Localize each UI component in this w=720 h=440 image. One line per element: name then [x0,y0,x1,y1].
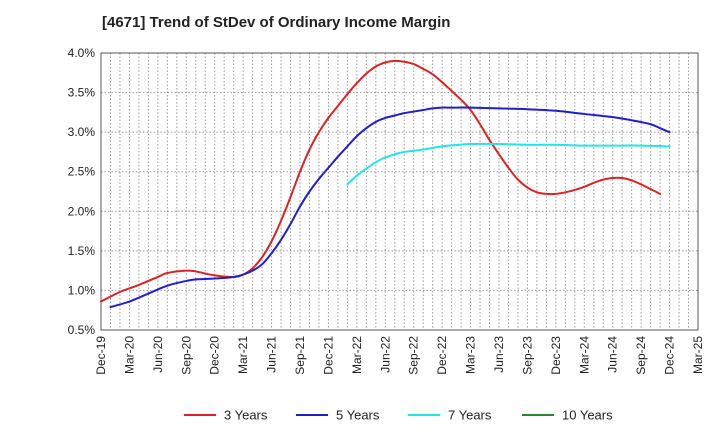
x-tick-label: Sep-23 [520,336,534,375]
x-tick-label: Mar-23 [464,336,478,374]
chart-legend: 3 Years 5 Years 7 Years 10 Years [184,408,613,423]
series-line-3-years [100,59,662,303]
series-line-7-years [346,142,671,186]
x-tick-label: Mar-24 [577,336,591,374]
plot-frame [100,52,699,331]
x-tick-label: Jun-23 [492,336,506,373]
x-axis-ticks: Dec-19 Mar-20 Jun-20 Sep-20 Dec-20 Mar-21 Jun-… [94,336,705,375]
y-axis-ticks: 0.5% 1.0% 1.5% 2.0% 2.5% 3.0% 3.5% 4.0% [68,46,96,337]
y-tick-label: 4.0% [68,46,96,60]
legend-label: 7 Years [448,408,492,423]
x-tick-label: Dec-23 [549,336,563,375]
x-tick-label: Dec-20 [208,336,222,375]
y-tick-label: 3.5% [68,86,96,100]
x-tick-label: Jun-24 [606,336,620,373]
chart-title: [4671] Trend of StDev of Ordinary Income… [102,14,451,31]
x-tick-label: Sep-21 [293,336,307,375]
x-tick-label: Jun-21 [265,336,279,373]
x-tick-label: Dec-22 [435,336,449,375]
x-tick-label: Dec-19 [94,336,108,375]
chart-grid [100,52,699,331]
x-tick-label: Mar-20 [122,336,136,374]
x-tick-label: Sep-22 [407,336,421,375]
series-line-5-years [109,106,671,309]
legend-label: 10 Years [562,408,613,423]
x-tick-label: Dec-24 [663,336,677,375]
y-tick-label: 0.5% [68,323,96,337]
y-tick-label: 2.0% [68,204,96,218]
x-tick-label: Jun-22 [378,336,392,373]
x-tick-label: Mar-25 [691,336,705,374]
y-tick-label: 2.5% [68,165,96,179]
legend-label: 5 Years [336,408,380,423]
x-tick-label: Dec-21 [321,336,335,375]
x-tick-label: Sep-24 [634,336,648,375]
y-tick-label: 3.0% [68,125,96,139]
y-tick-label: 1.0% [68,283,96,297]
x-tick-label: Mar-22 [350,336,364,374]
chart-series [100,59,671,309]
legend-label: 3 Years [224,408,268,423]
y-tick-label: 1.5% [68,244,96,258]
x-tick-label: Sep-20 [179,336,193,375]
x-tick-label: Jun-20 [151,336,165,373]
x-tick-label: Mar-21 [236,336,250,374]
